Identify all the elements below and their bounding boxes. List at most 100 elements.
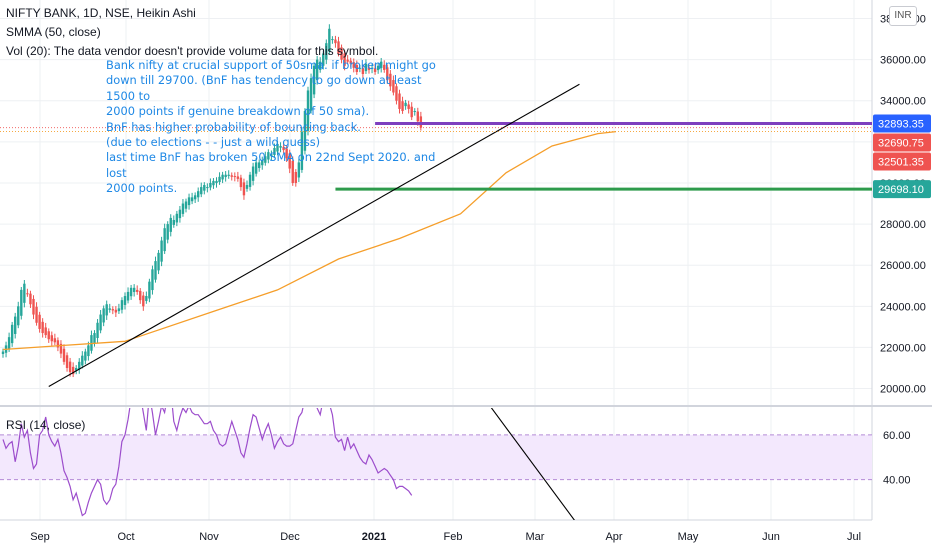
price-tick-label: 22000.00 [880,342,926,354]
candle-body [102,308,105,323]
candle-body [163,228,166,252]
volume-legend[interactable]: Vol (20): The data vendor doesn't provid… [6,44,379,58]
candle-body [200,187,203,195]
candle-body [181,203,185,214]
candle-body [142,295,145,307]
candle-body [10,324,14,344]
price-flag [873,180,931,199]
candle-body [361,68,365,75]
candle-body [157,252,160,271]
candle-body [367,67,371,70]
candle-body [355,65,358,72]
candle-body [17,306,20,326]
candle-body [407,104,410,109]
time-tick-label: Feb [444,531,463,543]
candle-body [291,160,294,183]
candle-body [340,47,343,60]
candle-body [87,345,90,357]
candle-body [96,322,99,338]
candle-body [47,331,50,340]
candle-body [44,327,47,336]
candle-body [227,174,230,176]
price-tick-label: 20000.00 [880,384,926,396]
note-line: (due to elections - - just a wild guess) [106,135,321,150]
time-tick-label: Dec [280,531,300,543]
time-tick-label: Jul [847,531,861,543]
rsi-tick-label: 60.00 [883,430,911,442]
candle-body [136,289,139,292]
candle-body [334,39,337,44]
candle-body [416,111,419,122]
candle-body [65,355,69,368]
currency-button[interactable]: INR [889,6,917,26]
candle-body [32,298,35,315]
candle-body [23,283,26,303]
price-tick-label: 34000.00 [880,96,926,108]
rising-trendline [48,83,580,387]
candle-body [325,43,328,60]
candle-body [120,300,124,310]
candle-body [129,287,133,297]
candle-body [175,213,179,223]
candle-body [343,53,346,66]
symbol-legend[interactable]: NIFTY BANK, 1D, NSE, Heikin Ashi [6,6,196,20]
candle-body [35,306,38,323]
candle-body [358,67,362,69]
candle-body [248,174,252,187]
candle-body [62,348,66,362]
candle-body [221,174,224,180]
rsi-trendline [490,408,575,520]
candle-body [258,162,261,169]
candle-body [331,39,334,41]
price-flag [873,133,931,152]
price-flag-label: 32501.35 [878,156,924,168]
candle-body [297,162,301,178]
candle-body [212,180,215,186]
candle-body [215,180,218,184]
candle-body [376,65,380,71]
note-line: last time BnF has broken 50 SMA on 22nd … [106,150,436,180]
candle-body [26,293,29,295]
rsi-band-fill [0,434,872,480]
candle-body [245,185,249,189]
price-tick-label: 36000.00 [880,55,926,67]
candle-body [117,308,121,312]
candles-group [1,24,423,378]
candle-body [123,296,127,305]
candle-body [322,53,325,66]
candle-body [315,59,319,81]
candle-body [346,59,349,62]
smma-legend[interactable]: SMMA (50, close) [6,25,101,39]
candle-body [288,153,291,169]
rsi-line [2,408,413,517]
candle-body [370,67,374,69]
candle-body [178,209,182,219]
price-flag-label: 29698.10 [878,184,924,196]
candle-body [132,287,136,293]
candle-body [410,106,413,118]
candle-body [303,111,307,151]
candle-body [328,28,331,52]
candle-body [105,304,108,316]
note-line: Bank nifty at crucial support of 50sma. … [106,58,436,72]
note-line: 2000 points if genuine breakdown of 50 s… [106,104,370,119]
candle-body [38,314,41,329]
candle-body [56,340,60,348]
candle-body [29,293,32,305]
rsi-tick-label: 40.00 [883,475,911,487]
rsi-legend: RSI (14, close) [6,418,85,432]
price-tick-label: 24000.00 [880,301,926,313]
candle-body [151,269,154,291]
price-tick-label: 28000.00 [880,219,926,231]
candle-body [267,152,270,160]
candle-body [395,86,398,101]
candle-body [108,308,111,310]
candle-body [169,217,172,232]
candle-body [190,197,194,202]
candle-body [68,361,72,373]
note-line: down till 29700. (BnF has tendency to go… [106,73,422,103]
candle-body [126,291,130,301]
candle-body [7,337,11,350]
